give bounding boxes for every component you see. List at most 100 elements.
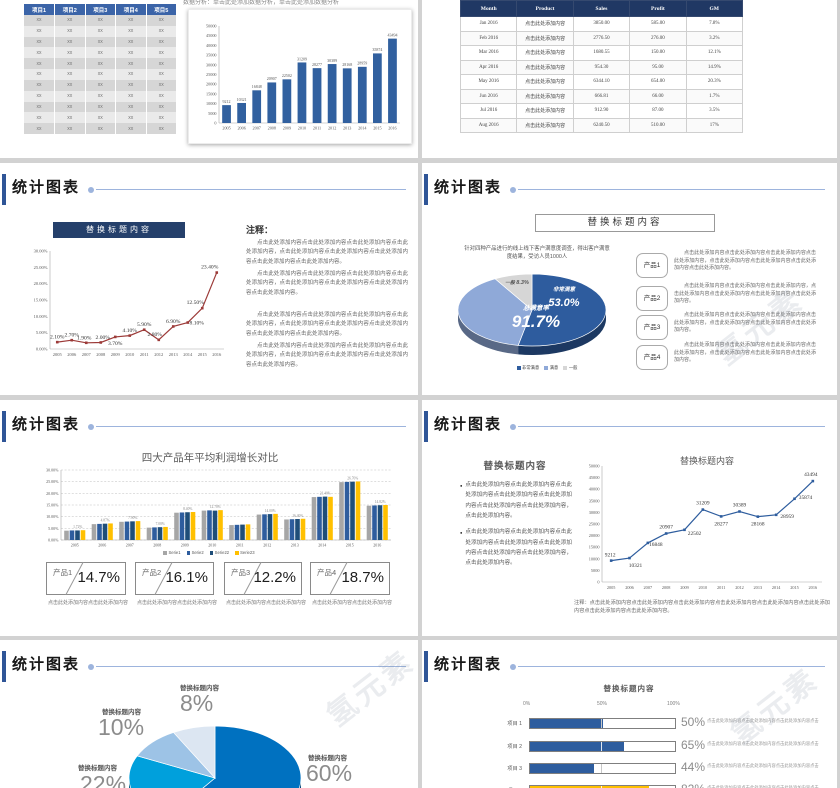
legend-item: Serie1 — [163, 550, 181, 555]
legend-swatch-icon — [516, 365, 521, 370]
legend-swatch-icon — [163, 551, 167, 555]
svg-text:5000: 5000 — [208, 111, 216, 116]
svg-text:2008: 2008 — [96, 352, 106, 357]
table-cell: 点击此处添加内容 — [516, 16, 574, 32]
svg-text:1.90%: 1.90% — [77, 335, 92, 341]
stat-value: 18.7% — [341, 569, 384, 586]
stat-product-name: 产品3 — [231, 568, 251, 577]
svg-text:2012: 2012 — [154, 352, 163, 357]
table-header-cell: 项目5 — [146, 4, 177, 15]
pie-slice-label: 替换标题内容 — [78, 765, 117, 772]
slide-data-table-bar: 数据分析：单击此处添加数据分析，单击此处添加数据分析 项目1 项目2 项目3 项目4 项… — [0, 0, 418, 158]
legend-item: Serie22 — [209, 550, 229, 555]
table-cell: xx — [85, 15, 116, 26]
legend-item: Serie23 — [235, 550, 255, 555]
stat-value: 16.1% — [165, 569, 208, 586]
table-cell: xx — [24, 79, 55, 91]
table-cell: 点击此处添加内容 — [516, 59, 574, 75]
note-paragraph: 点击此处添加内容点击此处添加内容点击此处添加内容点击此处添加内容，点击此处添加内… — [246, 312, 408, 337]
svg-text:2013: 2013 — [291, 543, 299, 548]
table-row: xx xx xx xx xx — [24, 90, 177, 102]
svg-text:31209: 31209 — [696, 501, 710, 507]
svg-text:14.00%: 14.00% — [265, 509, 276, 513]
progress-f — [530, 742, 625, 751]
svg-text:43494: 43494 — [387, 32, 397, 37]
table-cell: xx — [146, 123, 177, 134]
slide-header: 统计图表 — [0, 400, 418, 442]
slide-line-chart-bullets: 统计图表 替换标题内容 ● 点击此处添加内容点击此处添加内容点击此处添加内容点击此… — [422, 400, 837, 636]
svg-text:2016: 2016 — [388, 126, 396, 131]
progress-row: 项目 3 44% 点击此处添加内容点击此处添加内容点击此处添加内容点击 — [422, 760, 837, 777]
table-cell: xx — [85, 69, 116, 80]
svg-text:9212: 9212 — [223, 99, 231, 104]
table-cell: Mar 2016 — [459, 45, 518, 61]
note-paragraph: 点击此处添加内容点击此处添加内容点击此处添加内容点击此处添加内容，点击此处添加内… — [246, 271, 408, 296]
pie-slice-percent: 10% — [98, 714, 145, 740]
table-cell: xx — [115, 15, 147, 26]
line-dot-icon — [88, 424, 94, 430]
svg-text:2010: 2010 — [298, 126, 306, 131]
progress-label: 项目 3 — [507, 766, 522, 772]
table-cell: 3850.00 — [572, 16, 631, 32]
stat-box: 产品3 12.2% — [224, 561, 302, 596]
svg-text:35000: 35000 — [589, 498, 600, 503]
svg-text:20907: 20907 — [659, 524, 673, 530]
bullet-text: 点击此处添加内容点击此处添加内容点击此处添加内容点击此处添加内容点击此处添加内容… — [465, 529, 572, 567]
svg-text:45000: 45000 — [206, 33, 216, 38]
midpoint-tick — [601, 786, 602, 788]
svg-text:40000: 40000 — [206, 43, 216, 48]
progress-row: 项目 482%点击此处添加内容点击此处添加内容点击此处添加内容点击 — [422, 782, 837, 788]
svg-text:5.00%: 5.00% — [48, 526, 59, 531]
svg-text:2008: 2008 — [662, 585, 671, 590]
table-cell: xx — [24, 36, 55, 48]
midpoint-tick — [601, 719, 602, 728]
table-cell: Jun 2016 — [459, 88, 518, 104]
table-cell: 点击此处添加内容 — [516, 103, 574, 119]
table-row: Mar 2016 点击此处添加内容 1680.55 150.00 12.1% — [459, 45, 744, 61]
table-cell: May 2016 — [459, 74, 518, 90]
svg-text:0: 0 — [597, 580, 599, 585]
legend-item: 一般 — [563, 365, 577, 371]
table-cell: 6344.10 — [572, 74, 631, 90]
table-cell: xx — [146, 36, 177, 48]
table-cell: 510.00 — [629, 117, 687, 133]
stat-value: 12.2% — [253, 569, 296, 586]
slide-title: 统计图表 — [434, 656, 503, 673]
table-row: Apr 2016 点击此处添加内容 954.30 95.00 14.9% — [459, 59, 744, 75]
callout-value: 53.0% — [548, 297, 580, 310]
table-cell: xx — [24, 25, 55, 37]
chart-canvas: 0.00% 5.00% 10.00% 15.00% 20.00% 25.00% 30.00%… — [46, 468, 391, 548]
accent-line — [96, 666, 406, 667]
table-cell: 585.00 — [629, 16, 687, 32]
svg-text:21.40%: 21.40% — [320, 492, 331, 496]
accent-line — [518, 426, 825, 427]
boxed-title: 替换标题内容 — [535, 214, 715, 232]
slide-title: 统计图表 — [12, 416, 81, 433]
table-row: xx xx xx xx xx — [24, 36, 177, 48]
progress-percent: 50% — [681, 715, 706, 729]
pie-callout: 非常满意 53.0% — [534, 287, 594, 312]
svg-text:2011: 2011 — [236, 543, 244, 548]
table-cell: xx — [24, 15, 55, 26]
table-cell: xx — [146, 90, 177, 102]
table-cell: 3.5% — [685, 103, 744, 119]
svg-text:23.40%: 23.40% — [201, 265, 219, 271]
svg-text:2.10%: 2.10% — [50, 335, 65, 341]
pie-callout: 一般 8.3% — [495, 271, 539, 289]
growth-line-chart: 0.00% 5.00% 10.00% 15.00% 20.00% 25.00% 30.00%… — [18, 243, 236, 370]
svg-text:2015: 2015 — [346, 543, 354, 548]
svg-text:14.82%: 14.82% — [375, 500, 386, 504]
text-heading: 替换标题内容 — [483, 461, 547, 472]
table-cell: xx — [54, 15, 86, 26]
table-header-row: 项目1 项目2 项目3 项目4 项目5 — [24, 4, 177, 15]
product-badge: 产品2 — [636, 286, 668, 311]
svg-text:15000: 15000 — [206, 91, 216, 96]
table-cell: xx — [146, 25, 177, 37]
svg-text:2007: 2007 — [253, 126, 261, 131]
svg-text:20907: 20907 — [267, 76, 277, 81]
progress-row: 项目 1 50% 点击此处添加内容点击此处添加内容点击此处添加内容点击 — [422, 715, 837, 732]
svg-text:16.40%: 16.40% — [292, 514, 303, 518]
line-dot-icon — [510, 664, 516, 670]
table-header-cell: 项目2 — [54, 4, 86, 15]
table-row: Jun 2016 点击此处添加内容 666.81 66.00 1.7% — [459, 88, 744, 104]
